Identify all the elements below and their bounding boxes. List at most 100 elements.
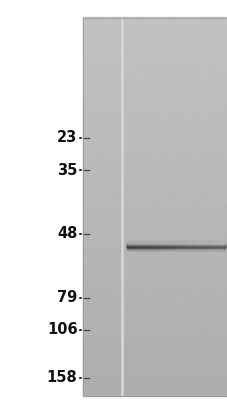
Bar xyxy=(83,355,227,357)
Point xyxy=(193,43,196,50)
Point xyxy=(210,149,213,156)
Point xyxy=(84,207,88,213)
Point xyxy=(221,378,225,384)
Point xyxy=(98,198,101,205)
Bar xyxy=(83,268,227,270)
Point xyxy=(200,151,204,157)
Point xyxy=(96,119,99,125)
Point xyxy=(112,20,116,27)
Point xyxy=(84,313,87,319)
Bar xyxy=(83,50,227,52)
Point xyxy=(200,78,204,85)
Point xyxy=(178,210,181,216)
Point xyxy=(121,344,125,350)
Point xyxy=(160,61,163,67)
Point xyxy=(126,291,129,297)
Point xyxy=(164,156,168,162)
Point xyxy=(219,232,222,238)
Point xyxy=(200,32,203,38)
Point xyxy=(164,260,168,266)
Point xyxy=(141,145,144,152)
Point xyxy=(201,168,205,174)
Point xyxy=(146,330,149,336)
Point xyxy=(186,246,190,252)
Point xyxy=(120,216,123,222)
Point xyxy=(97,92,101,98)
Point xyxy=(198,351,201,357)
Bar xyxy=(218,242,220,250)
Point xyxy=(193,249,197,256)
Point xyxy=(157,374,160,380)
Point xyxy=(133,125,137,131)
Point xyxy=(154,350,157,357)
Point xyxy=(153,235,157,242)
Point xyxy=(156,153,160,160)
Bar xyxy=(179,242,181,250)
Bar xyxy=(83,166,227,168)
Point xyxy=(151,179,155,186)
Point xyxy=(120,262,124,268)
Point xyxy=(107,360,111,366)
Point xyxy=(149,15,152,21)
Bar xyxy=(83,311,227,313)
Point xyxy=(163,112,167,119)
Point xyxy=(103,339,106,345)
Point xyxy=(199,41,202,48)
Point xyxy=(87,296,91,303)
Point xyxy=(133,345,136,351)
Point xyxy=(190,69,194,75)
Point xyxy=(133,133,137,139)
Point xyxy=(154,185,158,192)
Point xyxy=(222,149,225,156)
Bar xyxy=(83,126,227,128)
Point xyxy=(140,232,144,238)
Point xyxy=(189,92,193,98)
Point xyxy=(213,110,217,116)
Point xyxy=(169,328,172,334)
Point xyxy=(180,294,183,301)
Point xyxy=(206,316,210,323)
Point xyxy=(166,70,169,76)
Point xyxy=(110,215,113,221)
Point xyxy=(174,242,178,249)
Point xyxy=(112,251,115,257)
Point xyxy=(156,64,159,70)
Point xyxy=(139,124,143,131)
Point xyxy=(161,32,165,38)
Point xyxy=(111,364,114,370)
Point xyxy=(205,325,208,332)
Point xyxy=(174,37,178,44)
Point xyxy=(89,138,92,145)
Bar xyxy=(83,107,227,109)
Point xyxy=(171,302,175,308)
Point xyxy=(115,271,119,278)
Point xyxy=(214,272,218,279)
Point xyxy=(175,53,179,59)
Point xyxy=(101,342,105,349)
Point xyxy=(199,26,203,33)
Point xyxy=(131,73,135,80)
Point xyxy=(204,385,208,391)
Point xyxy=(118,100,122,107)
Point xyxy=(86,308,89,315)
Point xyxy=(160,158,164,165)
Point xyxy=(128,237,131,244)
Point xyxy=(178,140,182,146)
Point xyxy=(106,47,110,54)
Point xyxy=(95,277,99,283)
Point xyxy=(88,204,91,210)
Point xyxy=(215,326,218,332)
Point xyxy=(153,299,157,306)
Point xyxy=(81,136,85,142)
Point xyxy=(199,301,202,308)
Point xyxy=(210,63,214,69)
Bar xyxy=(83,55,227,57)
Point xyxy=(157,382,161,388)
Point xyxy=(118,63,122,70)
Point xyxy=(164,326,167,332)
Point xyxy=(215,32,219,38)
Point xyxy=(116,377,119,384)
Point xyxy=(201,371,205,378)
Point xyxy=(91,226,95,233)
Point xyxy=(194,30,197,37)
